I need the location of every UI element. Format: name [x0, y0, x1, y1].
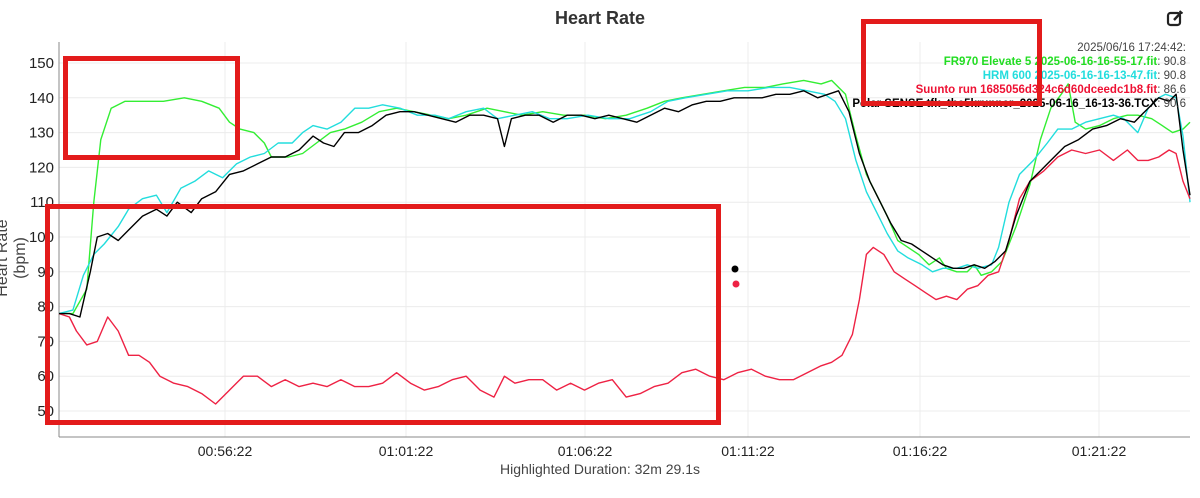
- tooltip-row: FR970 Elevate 5 2025-06-16-16-55-17.fit:…: [943, 56, 1186, 68]
- y-tick-label: 150: [29, 55, 54, 72]
- y-tick-label: 50: [37, 403, 54, 420]
- series-line[interactable]: [59, 90, 1191, 318]
- tooltip-timestamp: 2025/06/16 17:24:42:: [1077, 42, 1186, 54]
- tooltip-series-name: HRM 600 2025-06-16-16-13-47.fit: [982, 70, 1158, 82]
- x-tick-label: 01:06:22: [558, 443, 613, 459]
- chart-title: Heart Rate: [554, 8, 646, 28]
- tooltip-series-value: 90.8: [1163, 56, 1186, 68]
- series-line[interactable]: [58, 149, 1191, 405]
- y-tick-label: 140: [29, 90, 54, 107]
- tooltip-series-value: 86.6: [1163, 84, 1186, 96]
- tooltip-series-name: Polar SENSE tfk_the5krunner_2025-06-16_1…: [852, 98, 1158, 110]
- tooltip-series-name: Suunto run 1685056d324c6d60dceedc1b8.fit: [915, 84, 1158, 96]
- y-tick-label: 60: [37, 368, 54, 385]
- tooltip-series-value: 90.8: [1163, 70, 1186, 82]
- edit-icon[interactable]: [1166, 9, 1184, 27]
- y-tick-label: 100: [29, 229, 54, 246]
- tooltip-series-name: FR970 Elevate 5 2025-06-16-16-55-17.fit: [943, 56, 1158, 68]
- gridlines: [59, 42, 1190, 437]
- tooltip-row: HRM 600 2025-06-16-16-13-47.fit: 90.8: [982, 70, 1186, 82]
- y-tick-label: 120: [29, 159, 54, 176]
- hover-markers: [731, 265, 740, 288]
- x-tick-label: 01:16:22: [893, 443, 948, 459]
- y-tick-label: 90: [37, 264, 54, 281]
- y-tick-label: 110: [30, 194, 54, 211]
- y-tick-label: 80: [37, 299, 54, 316]
- hover-marker-suunto: [732, 280, 740, 288]
- x-tick-label: 01:11:22: [721, 443, 775, 459]
- tooltip-series-value: 90.6: [1163, 98, 1186, 110]
- x-tick-label: 01:01:22: [379, 443, 434, 459]
- y-tick-label: 130: [29, 125, 54, 142]
- series-lines: [58, 79, 1191, 405]
- tooltip-row: Suunto run 1685056d324c6d60dceedc1b8.fit…: [915, 84, 1186, 96]
- y-tick-label: 70: [37, 333, 54, 350]
- series-line[interactable]: [58, 86, 1191, 315]
- hover-marker-polar: [731, 265, 739, 273]
- tooltip-row: Polar SENSE tfk_the5krunner_2025-06-16_1…: [852, 98, 1186, 110]
- hover-tooltip: 2025/06/16 17:24:42: FR970 Elevate 5 202…: [852, 41, 1186, 111]
- x-tick-label: 00:56:22: [198, 443, 253, 459]
- highlighted-duration: Highlighted Duration: 32m 29.1s: [499, 461, 700, 477]
- x-tick-label: 01:21:22: [1072, 443, 1127, 459]
